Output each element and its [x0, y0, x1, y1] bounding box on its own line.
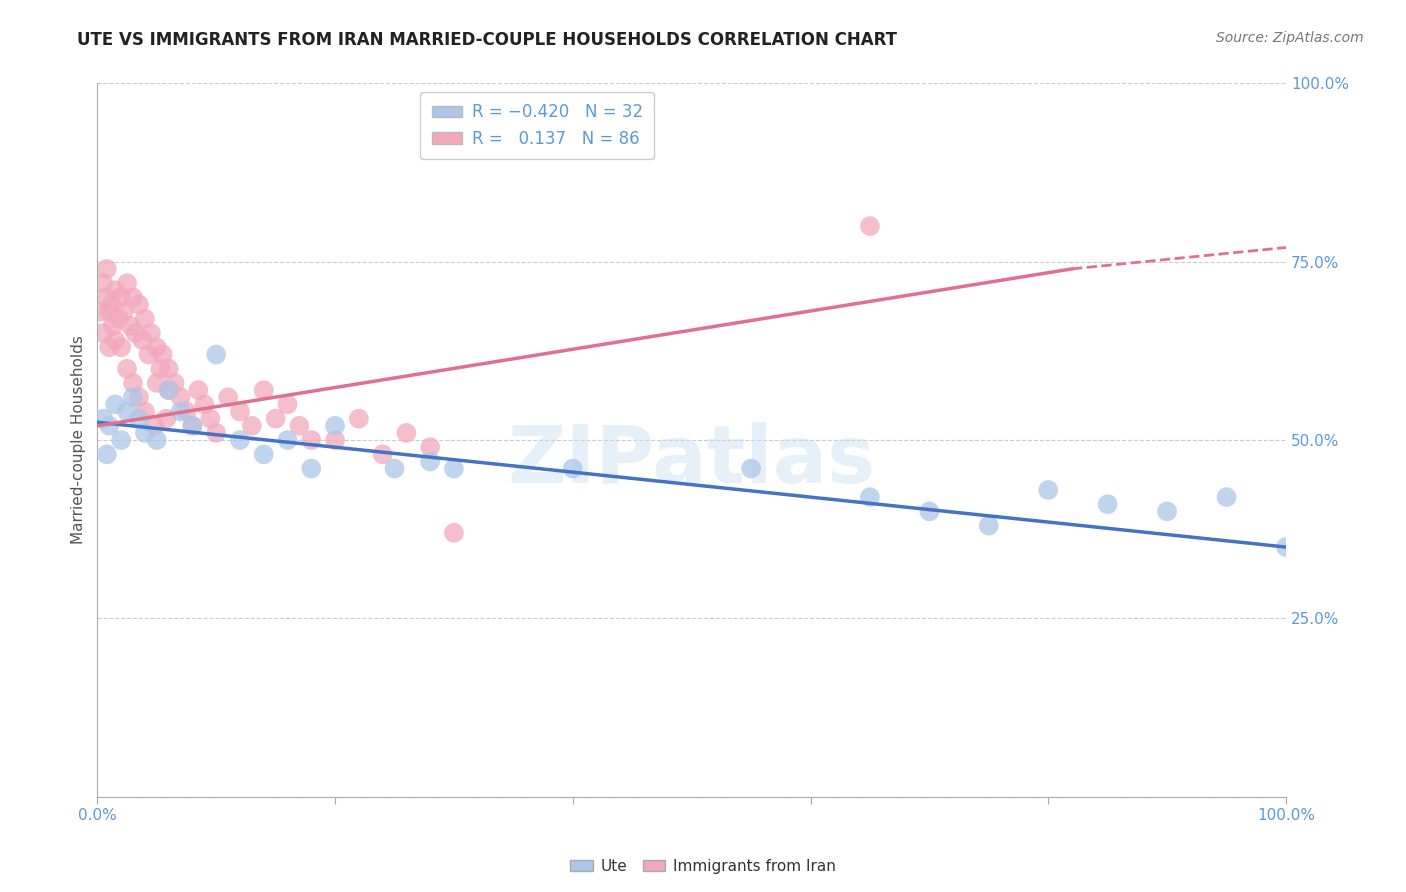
Point [104, 333, 127, 347]
Point [323, 433, 346, 447]
Point [100, 297, 122, 311]
Point [143, 418, 166, 433]
Point [128, 411, 150, 425]
Point [134, 311, 156, 326]
Point [134, 425, 156, 440]
Point [104, 283, 127, 297]
Point [90, 304, 112, 318]
Point [138, 347, 160, 361]
Point [277, 397, 299, 411]
Point [1156, 504, 1178, 518]
Point [443, 461, 465, 475]
Point [98, 340, 121, 354]
Point [94, 290, 117, 304]
Point [163, 376, 186, 390]
Point [371, 447, 394, 461]
Legend: R = −0.420   N = 32, R =   0.137   N = 86: R = −0.420 N = 32, R = 0.137 N = 86 [420, 92, 654, 160]
Point [128, 297, 150, 311]
Point [110, 340, 132, 354]
Legend: Ute, Immigrants from Iran: Ute, Immigrants from Iran [564, 853, 842, 880]
Point [1215, 490, 1237, 504]
Point [229, 433, 252, 447]
Point [200, 411, 222, 425]
Point [128, 390, 150, 404]
Point [299, 433, 322, 447]
Point [253, 447, 276, 461]
Point [115, 276, 138, 290]
Point [977, 518, 1000, 533]
Point [181, 418, 204, 433]
Text: UTE VS IMMIGRANTS FROM IRAN MARRIED-COUPLE HOUSEHOLDS CORRELATION CHART: UTE VS IMMIGRANTS FROM IRAN MARRIED-COUP… [77, 31, 897, 49]
Point [205, 425, 228, 440]
Point [395, 425, 418, 440]
Point [101, 318, 124, 333]
Point [176, 404, 198, 418]
Point [1038, 483, 1060, 497]
Point [134, 404, 156, 418]
Point [561, 461, 583, 475]
Point [152, 347, 174, 361]
Point [149, 361, 172, 376]
Point [253, 383, 276, 397]
Point [193, 397, 215, 411]
Point [98, 418, 121, 433]
Point [740, 461, 762, 475]
Point [1097, 497, 1119, 511]
Point [146, 433, 169, 447]
Point [240, 418, 263, 433]
Point [299, 461, 322, 475]
Point [110, 433, 132, 447]
Point [91, 276, 114, 290]
Point [122, 376, 145, 390]
Text: ZIPatlas: ZIPatlas [508, 423, 876, 500]
Point [181, 418, 204, 433]
Point [107, 311, 129, 326]
Point [96, 261, 118, 276]
Point [384, 461, 406, 475]
Point [122, 290, 145, 304]
Point [110, 290, 132, 304]
Y-axis label: Married-couple Households: Married-couple Households [72, 335, 86, 544]
Point [139, 326, 162, 340]
Point [155, 411, 177, 425]
Text: Source: ZipAtlas.com: Source: ZipAtlas.com [1216, 31, 1364, 45]
Point [131, 333, 153, 347]
Point [1275, 540, 1298, 554]
Point [217, 390, 239, 404]
Point [859, 219, 882, 233]
Point [419, 454, 441, 468]
Point [98, 304, 121, 318]
Point [122, 390, 145, 404]
Point [120, 318, 142, 333]
Point [187, 383, 209, 397]
Point [96, 447, 118, 461]
Point [288, 418, 311, 433]
Point [859, 490, 882, 504]
Point [277, 433, 299, 447]
Point [264, 411, 287, 425]
Point [157, 383, 180, 397]
Point [323, 418, 346, 433]
Point [169, 390, 191, 404]
Point [229, 404, 252, 418]
Point [146, 376, 169, 390]
Point [115, 361, 138, 376]
Point [918, 504, 941, 518]
Point [112, 304, 135, 318]
Point [91, 326, 114, 340]
Point [205, 347, 228, 361]
Point [157, 383, 180, 397]
Point [104, 397, 127, 411]
Point [157, 361, 180, 376]
Point [146, 340, 169, 354]
Point [124, 326, 146, 340]
Point [347, 411, 370, 425]
Point [115, 404, 138, 418]
Point [169, 404, 191, 418]
Point [419, 440, 441, 454]
Point [91, 411, 114, 425]
Point [443, 525, 465, 540]
